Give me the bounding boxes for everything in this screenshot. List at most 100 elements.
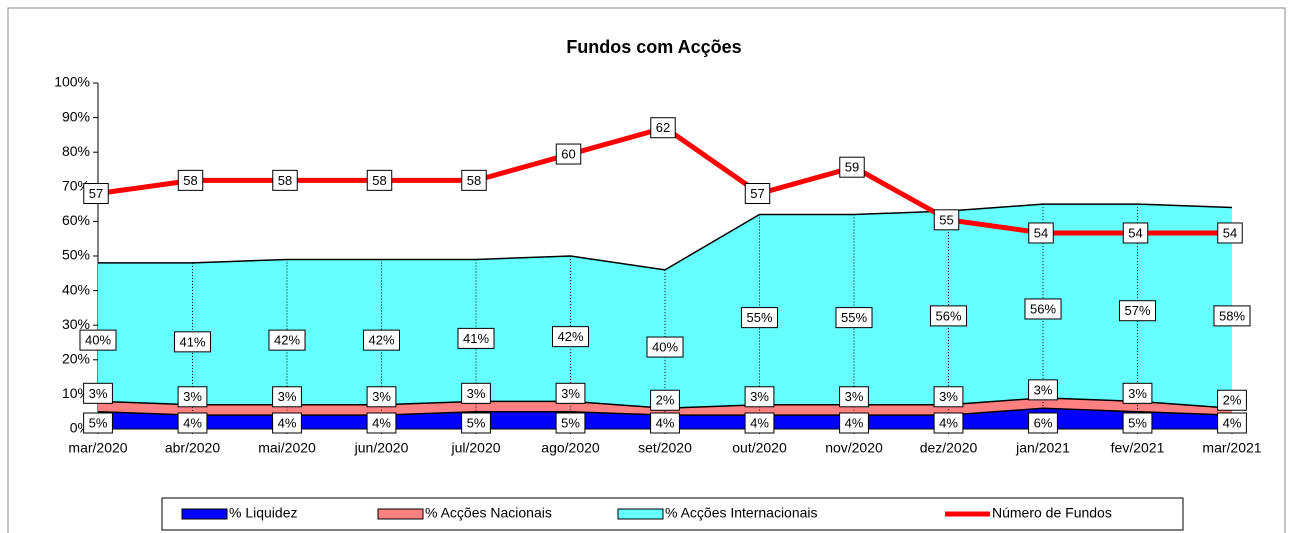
data-label: 3% bbox=[183, 389, 202, 404]
data-label: 56% bbox=[1030, 301, 1056, 316]
data-label: 56% bbox=[935, 308, 961, 323]
data-label-box bbox=[555, 412, 586, 434]
data-label-box bbox=[461, 412, 491, 434]
data-label: 58 bbox=[278, 173, 292, 188]
data-label: 55% bbox=[746, 310, 772, 325]
data-label: 5% bbox=[89, 415, 108, 430]
y-tick-label: 20% bbox=[62, 351, 90, 367]
data-label-box bbox=[79, 329, 117, 351]
legend-label: % Liquidez bbox=[229, 505, 298, 521]
x-tick-label: out/2020 bbox=[732, 440, 787, 456]
legend-swatch bbox=[181, 508, 228, 520]
legend-swatch bbox=[617, 508, 664, 520]
data-label-box bbox=[555, 143, 582, 165]
y-tick-label: 50% bbox=[62, 247, 90, 263]
data-label: 4% bbox=[750, 415, 769, 430]
data-label: 54 bbox=[1128, 225, 1142, 240]
data-label: 60 bbox=[561, 146, 575, 161]
data-label: 4% bbox=[939, 415, 958, 430]
data-label: 54 bbox=[1034, 225, 1048, 240]
x-tick-label: mar/2020 bbox=[68, 440, 127, 456]
data-label-box bbox=[1217, 412, 1247, 434]
data-label-box bbox=[650, 117, 676, 139]
data-label-box bbox=[366, 169, 393, 191]
data-label: 3% bbox=[467, 386, 486, 401]
data-label: 4% bbox=[845, 415, 864, 430]
data-label-box bbox=[272, 169, 298, 191]
data-label-box bbox=[740, 307, 779, 329]
data-label-box bbox=[1122, 412, 1153, 434]
data-label: 3% bbox=[750, 389, 769, 404]
data-label: 42% bbox=[274, 333, 300, 348]
y-tick-label: 30% bbox=[62, 316, 90, 332]
data-label-box bbox=[1028, 412, 1058, 434]
area-edge bbox=[98, 203, 1233, 271]
y-tick-label: 60% bbox=[62, 212, 90, 228]
y-tick-label: 40% bbox=[62, 281, 90, 297]
data-label: 4% bbox=[372, 415, 391, 430]
data-label: 2% bbox=[1223, 393, 1242, 408]
data-label: 4% bbox=[1223, 415, 1242, 430]
data-label-box bbox=[83, 382, 113, 404]
data-label-box bbox=[839, 412, 869, 434]
x-tick-label: mar/2021 bbox=[1202, 440, 1261, 456]
data-label-box bbox=[933, 412, 964, 434]
data-label-box bbox=[933, 386, 964, 408]
data-label-box bbox=[177, 412, 208, 434]
y-tick-label: 10% bbox=[62, 385, 90, 401]
data-label: 40% bbox=[85, 333, 111, 348]
data-label: 59 bbox=[845, 160, 859, 175]
y-tick-label: 80% bbox=[62, 143, 90, 159]
x-tick-label: mai/2020 bbox=[258, 440, 316, 456]
data-label-box bbox=[268, 329, 306, 351]
data-label-box bbox=[272, 386, 302, 408]
data-label-box bbox=[933, 209, 960, 231]
data-label: 57% bbox=[1124, 303, 1150, 318]
x-tick-label: nov/2020 bbox=[825, 440, 883, 456]
data-label-box bbox=[650, 412, 680, 434]
x-tick-label: ago/2020 bbox=[541, 440, 600, 456]
data-label: 2% bbox=[656, 393, 675, 408]
data-label-box bbox=[551, 326, 590, 348]
data-label: 58 bbox=[467, 173, 481, 188]
data-label-box bbox=[650, 389, 680, 411]
data-label-box bbox=[744, 412, 775, 434]
data-label: 57 bbox=[89, 186, 103, 201]
x-tick-label: set/2020 bbox=[638, 440, 692, 456]
data-label-box bbox=[1217, 222, 1243, 244]
data-label: 58% bbox=[1219, 308, 1245, 323]
data-label: 3% bbox=[278, 389, 297, 404]
data-label: 5% bbox=[1128, 415, 1147, 430]
data-label: 41% bbox=[179, 334, 205, 349]
data-label-box bbox=[83, 412, 113, 434]
legend-label: % Acções Nacionais bbox=[425, 505, 552, 521]
x-tick-label: fev/2021 bbox=[1111, 440, 1165, 456]
chart-title: Fundos com Acções bbox=[566, 37, 741, 57]
data-label-box bbox=[461, 382, 491, 404]
x-tick-label: dez/2020 bbox=[920, 440, 978, 456]
data-label: 42% bbox=[557, 329, 583, 344]
chart-frame bbox=[7, 7, 1286, 533]
y-tick-label: 100% bbox=[54, 74, 90, 90]
data-label-box bbox=[555, 382, 586, 404]
x-tick-label: abr/2020 bbox=[165, 440, 220, 456]
data-label-box bbox=[177, 386, 208, 408]
data-label: 4% bbox=[278, 415, 297, 430]
data-label: 55% bbox=[841, 310, 867, 325]
data-label: 55 bbox=[939, 212, 953, 227]
data-label: 62 bbox=[656, 120, 670, 135]
data-label-box bbox=[1213, 305, 1251, 327]
data-label-box bbox=[366, 386, 397, 408]
data-label-box bbox=[1024, 298, 1062, 320]
x-tick-label: jun/2020 bbox=[354, 440, 409, 456]
data-label: 5% bbox=[561, 415, 580, 430]
data-label-box bbox=[83, 183, 109, 205]
data-label-box bbox=[272, 412, 302, 434]
data-label-box bbox=[744, 386, 775, 408]
data-label: 3% bbox=[1034, 382, 1053, 397]
data-label-box bbox=[1028, 379, 1058, 401]
data-label: 58 bbox=[183, 173, 197, 188]
data-label-box bbox=[1217, 389, 1247, 411]
data-label-box bbox=[839, 386, 869, 408]
